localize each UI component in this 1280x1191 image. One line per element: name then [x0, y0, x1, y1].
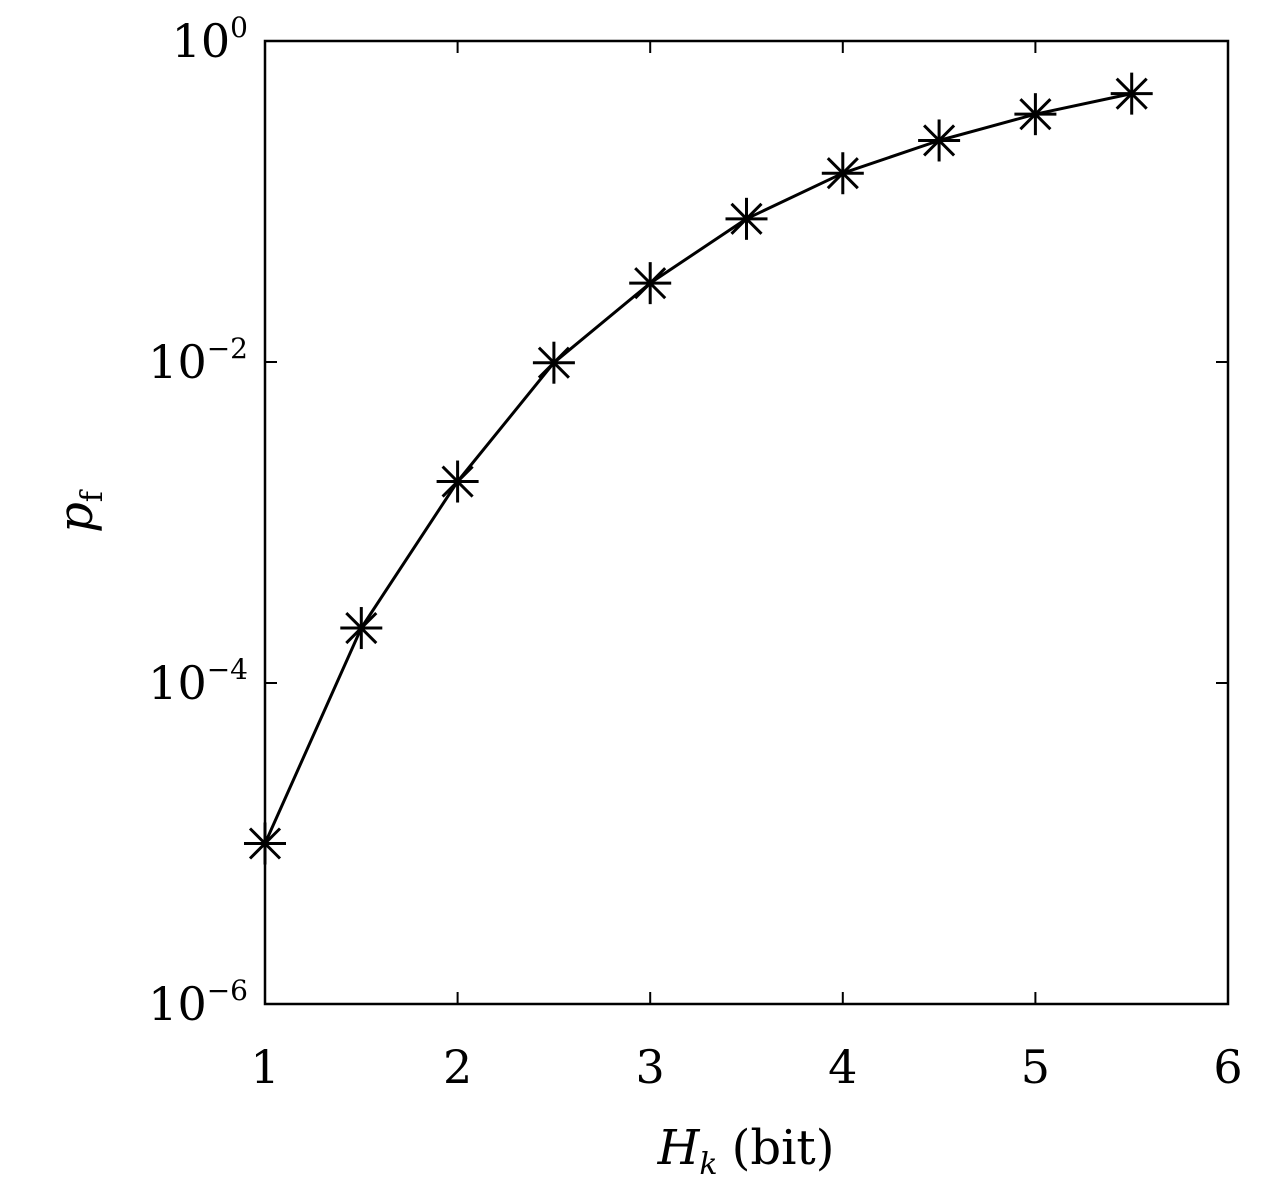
data-point-marker: [821, 152, 864, 195]
y-tick-base: 10: [148, 335, 207, 389]
data-point-marker: [244, 822, 286, 865]
data-point-marker: [725, 197, 768, 240]
x-tick-label: 1: [250, 1040, 279, 1094]
data-point-marker: [1014, 93, 1057, 136]
data-point-marker: [918, 119, 961, 162]
y-tick-exponent: 0: [230, 11, 248, 44]
y-axis-symbol: p: [48, 502, 104, 533]
y-tick-base: 10: [148, 656, 207, 710]
x-axis-label: Hk (bit): [657, 1120, 835, 1182]
y-tick-label: 10−4: [148, 653, 248, 710]
y-tick-base: 10: [172, 14, 231, 68]
y-tick-exponent: −4: [207, 653, 248, 686]
x-tick-label: 6: [1213, 1040, 1242, 1094]
x-tick-label: 4: [828, 1040, 857, 1094]
x-axis-ticks: 1 2 3 4 5 6: [250, 41, 1243, 1094]
series-layer: [244, 72, 1153, 865]
x-tick-label: 5: [1021, 1040, 1050, 1094]
data-point-marker: [436, 460, 479, 503]
x-axis-subscript: k: [699, 1147, 717, 1182]
y-tick-label: 10−6: [148, 974, 248, 1031]
y-tick-label: 10−2: [148, 332, 248, 389]
y-axis-label: pf: [48, 489, 110, 533]
series-line: [263, 92, 1133, 845]
data-point-marker: [340, 607, 383, 650]
x-axis-unit: (bit): [732, 1120, 835, 1176]
y-tick-base: 10: [148, 977, 207, 1031]
y-tick-exponent: −2: [207, 332, 248, 365]
y-axis-subscript: f: [75, 489, 110, 502]
x-tick-label: 2: [443, 1040, 472, 1094]
data-point-marker: [629, 262, 672, 305]
plot-area: [263, 39, 1230, 1006]
y-tick-exponent: −6: [207, 974, 248, 1007]
data-point-marker: [1110, 72, 1153, 115]
x-tick-label: 3: [636, 1040, 665, 1094]
x-axis-symbol: H: [657, 1120, 701, 1176]
y-tick-label: 100: [172, 11, 248, 68]
data-point-marker: [532, 341, 575, 384]
